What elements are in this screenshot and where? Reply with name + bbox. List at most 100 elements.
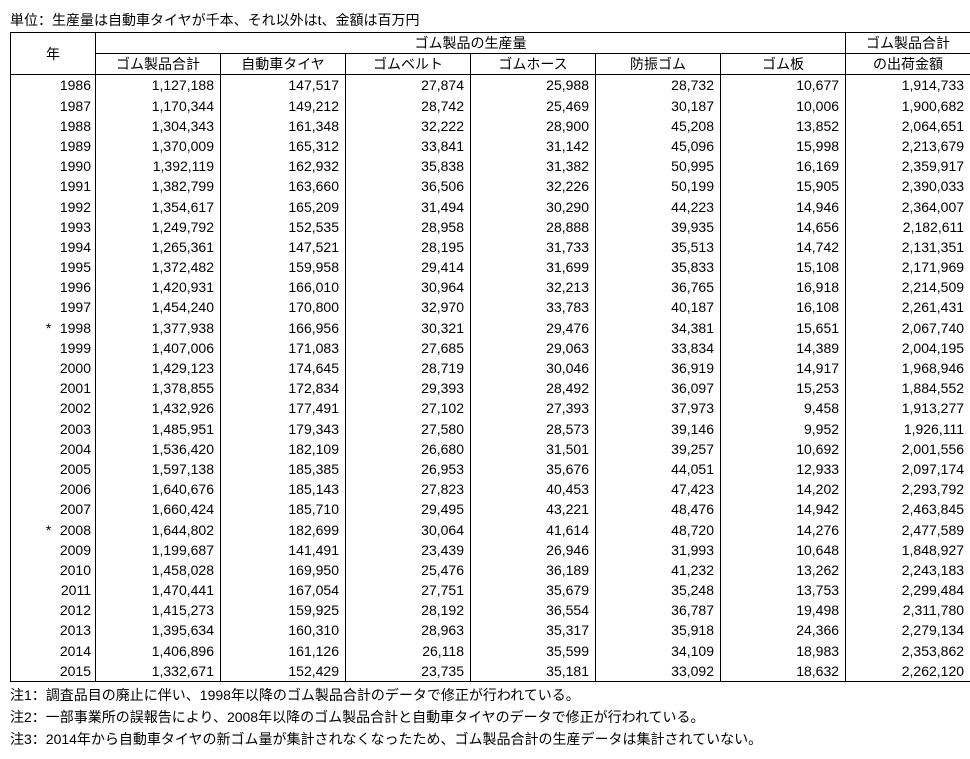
data-cell: 14,276 <box>721 520 846 540</box>
data-cell: 28,192 <box>346 600 471 620</box>
data-cell: 33,092 <box>596 661 721 682</box>
data-cell: 141,491 <box>221 540 346 560</box>
data-cell: 159,925 <box>221 600 346 620</box>
data-cell: 2,067,740 <box>846 318 970 338</box>
data-cell: 31,382 <box>471 156 596 176</box>
table-row: 20101,458,028169,95025,47636,18941,23213… <box>11 560 970 580</box>
data-cell: 152,429 <box>221 661 346 682</box>
data-cell: 2,477,589 <box>846 520 970 540</box>
data-cell: 29,063 <box>471 338 596 358</box>
data-cell: 15,108 <box>721 257 846 277</box>
data-cell: 26,118 <box>346 641 471 661</box>
data-cell: 15,998 <box>721 136 846 156</box>
data-cell: 169,950 <box>221 560 346 580</box>
data-cell: 2,364,007 <box>846 197 970 217</box>
data-cell: 1,392,119 <box>96 156 221 176</box>
table-row: 19921,354,617165,20931,49430,29044,22314… <box>11 197 970 217</box>
data-cell: 1,395,634 <box>96 620 221 640</box>
data-cell: 27,823 <box>346 479 471 499</box>
data-cell: 25,476 <box>346 560 471 580</box>
data-cell: 2,182,611 <box>846 217 970 237</box>
year-cell: 2011 <box>11 580 96 600</box>
data-cell: 36,765 <box>596 277 721 297</box>
data-cell: 34,381 <box>596 318 721 338</box>
year-cell: 2001 <box>11 378 96 398</box>
data-cell: 2,213,679 <box>846 136 970 156</box>
table-row: 20141,406,896161,12626,11835,59934,10918… <box>11 641 970 661</box>
data-cell: 15,253 <box>721 378 846 398</box>
year-cell: 1989 <box>11 136 96 156</box>
table-row: 20131,395,634160,31028,96335,31735,91824… <box>11 620 970 640</box>
data-cell: 28,742 <box>346 96 471 116</box>
data-cell: 14,946 <box>721 197 846 217</box>
data-cell: 1,332,671 <box>96 661 221 682</box>
data-cell: 27,751 <box>346 580 471 600</box>
data-cell: 25,469 <box>471 96 596 116</box>
data-cell: 14,942 <box>721 499 846 519</box>
data-cell: 1,429,123 <box>96 358 221 378</box>
data-cell: 170,800 <box>221 297 346 317</box>
data-cell: 37,973 <box>596 398 721 418</box>
data-cell: 27,685 <box>346 338 471 358</box>
year-cell: 1991 <box>11 176 96 196</box>
data-cell: 27,874 <box>346 75 471 96</box>
year-cell: 2004 <box>11 439 96 459</box>
data-cell: 29,495 <box>346 499 471 519</box>
data-cell: 14,389 <box>721 338 846 358</box>
data-cell: 28,573 <box>471 419 596 439</box>
table-row: 19951,372,482159,95829,41431,69935,83315… <box>11 257 970 277</box>
data-cell: 1,913,277 <box>846 398 970 418</box>
data-cell: 1,900,682 <box>846 96 970 116</box>
data-cell: 2,279,134 <box>846 620 970 640</box>
data-cell: 2,463,845 <box>846 499 970 519</box>
data-cell: 29,393 <box>346 378 471 398</box>
table-row: 20051,597,138185,38526,95335,67644,05112… <box>11 459 970 479</box>
data-cell: 33,834 <box>596 338 721 358</box>
data-cell: 1,372,482 <box>96 257 221 277</box>
data-cell: 33,783 <box>471 297 596 317</box>
data-cell: 35,317 <box>471 620 596 640</box>
data-cell: 44,223 <box>596 197 721 217</box>
table-row: 20001,429,123174,64528,71930,04636,91914… <box>11 358 970 378</box>
data-cell: 166,010 <box>221 277 346 297</box>
data-cell: 34,109 <box>596 641 721 661</box>
data-cell: 28,492 <box>471 378 596 398</box>
data-cell: 1,265,361 <box>96 237 221 257</box>
data-cell: 1,884,552 <box>846 378 970 398</box>
data-cell: 149,212 <box>221 96 346 116</box>
header-year: 年 <box>11 33 96 75</box>
table-header: 年 ゴム製品の生産量 ゴム製品合計 ゴム製品合計 自動車タイヤ ゴムベルト ゴム… <box>11 33 970 75</box>
data-cell: 41,232 <box>596 560 721 580</box>
data-cell: 14,742 <box>721 237 846 257</box>
data-cell: 185,143 <box>221 479 346 499</box>
header-production-group: ゴム製品の生産量 <box>96 33 846 54</box>
data-cell: 2,243,183 <box>846 560 970 580</box>
table-row: 20011,378,855172,83429,39328,49236,09715… <box>11 378 970 398</box>
data-cell: 28,732 <box>596 75 721 96</box>
data-cell: 159,958 <box>221 257 346 277</box>
year-cell: 2002 <box>11 398 96 418</box>
table-row: 19861,127,188147,51727,87425,98828,73210… <box>11 75 970 96</box>
data-cell: 26,953 <box>346 459 471 479</box>
table-row: *19981,377,938166,95630,32129,47634,3811… <box>11 318 970 338</box>
data-cell: 161,348 <box>221 116 346 136</box>
data-cell: 2,359,917 <box>846 156 970 176</box>
data-cell: 32,222 <box>346 116 471 136</box>
data-cell: 18,632 <box>721 661 846 682</box>
data-cell: 182,699 <box>221 520 346 540</box>
table-row: 19911,382,799163,66036,50632,22650,19915… <box>11 176 970 196</box>
data-cell: 152,535 <box>221 217 346 237</box>
data-cell: 2,097,174 <box>846 459 970 479</box>
data-cell: 30,964 <box>346 277 471 297</box>
data-cell: 35,248 <box>596 580 721 600</box>
data-cell: 2,262,120 <box>846 661 970 682</box>
data-cell: 10,692 <box>721 439 846 459</box>
data-cell: 28,195 <box>346 237 471 257</box>
year-cell: 2015 <box>11 661 96 682</box>
data-cell: 19,498 <box>721 600 846 620</box>
table-row: 20121,415,273159,92528,19236,55436,78719… <box>11 600 970 620</box>
data-cell: 1,597,138 <box>96 459 221 479</box>
footnote-2: 注2：一部事業所の誤報告により、2008年以降のゴム製品合計と自動車タイヤのデー… <box>10 708 960 726</box>
data-cell: 16,918 <box>721 277 846 297</box>
year-cell: 1996 <box>11 277 96 297</box>
